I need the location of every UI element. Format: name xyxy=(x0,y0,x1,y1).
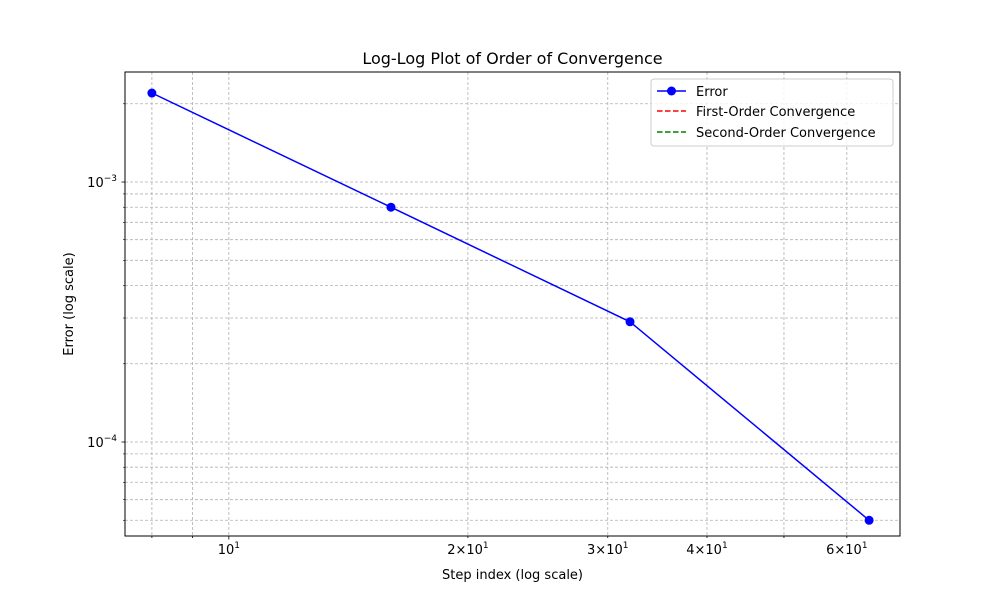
y-tick-label: 10−4 xyxy=(87,434,117,451)
error-point xyxy=(625,317,635,327)
y-tick-label: 10−3 xyxy=(87,174,117,191)
error-point xyxy=(864,515,874,525)
ticks: 101 2×101 3×101 4×101 6×101 10−3 10−4 xyxy=(87,103,868,558)
y-axis-label: Error (log scale) xyxy=(62,252,77,355)
legend-error-marker xyxy=(667,86,676,96)
legend-second-order-label: Second-Order Convergence xyxy=(696,126,876,141)
chart-title: Log-Log Plot of Order of Convergence xyxy=(362,49,662,68)
x-tick-label: 101 xyxy=(218,541,240,558)
plot-frame xyxy=(124,71,901,537)
legend-error-label: Error xyxy=(696,85,728,100)
error-point xyxy=(147,88,157,98)
x-axis-label: Step index (log scale) xyxy=(442,568,583,583)
x-tick-label: 3×101 xyxy=(587,541,628,558)
series xyxy=(147,88,874,525)
error-series-line xyxy=(151,92,870,521)
grid xyxy=(125,72,900,536)
error-point xyxy=(386,202,396,212)
x-tick-label: 4×101 xyxy=(686,541,727,558)
legend-box xyxy=(650,78,894,147)
legend-first-order-label: First-Order Convergence xyxy=(696,105,855,120)
x-tick-label: 6×101 xyxy=(826,541,867,558)
legend: Error First-Order Convergence Second-Ord… xyxy=(650,78,894,147)
x-tick-label: 2×101 xyxy=(447,541,488,558)
